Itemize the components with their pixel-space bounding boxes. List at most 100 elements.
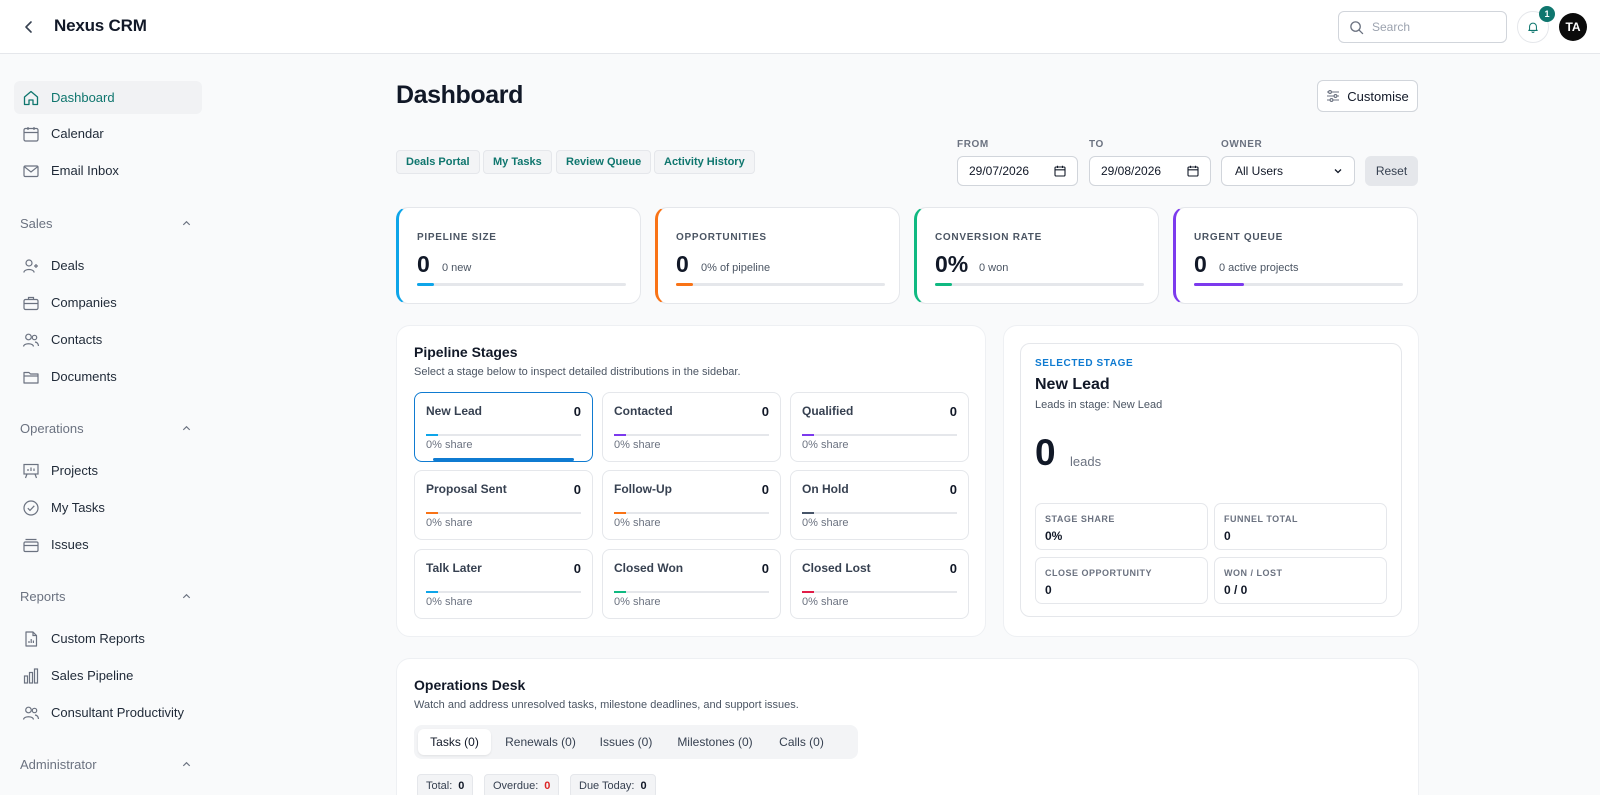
- sidebar-section-administrator[interactable]: Administrator: [20, 757, 192, 772]
- stage-count: 0: [761, 561, 769, 576]
- presentation-icon: [21, 461, 41, 481]
- kpi-progress-fill: [417, 283, 434, 286]
- reset-button[interactable]: Reset: [1365, 156, 1418, 186]
- stage-progress-track: [614, 591, 769, 593]
- stat-value: 0: [544, 780, 551, 792]
- from-date-input[interactable]: 29/07/2026: [957, 156, 1078, 186]
- sidebar-item-label: Custom Reports: [51, 631, 145, 646]
- kpi-subtext: 0% of pipeline: [701, 262, 771, 274]
- tab-tasks[interactable]: Tasks (0): [418, 729, 491, 755]
- stage-progress-track: [802, 591, 957, 593]
- sidebar-item-consultant-productivity[interactable]: Consultant Productivity: [14, 696, 202, 729]
- kpi-card-pipeline-size: PIPELINE SIZE 0 0 new: [396, 207, 641, 304]
- stage-progress-track: [802, 434, 957, 436]
- sidebar-section-reports[interactable]: Reports: [20, 589, 192, 604]
- stage-name: Follow-Up: [614, 482, 672, 496]
- page-title: Dashboard: [396, 81, 523, 109]
- sidebar-item-projects[interactable]: Projects: [14, 454, 202, 487]
- selected-stage-count: 0: [1035, 432, 1056, 473]
- sidebar-item-calendar[interactable]: Calendar: [14, 117, 202, 150]
- quick-link-review-queue[interactable]: Review Queue: [556, 150, 652, 174]
- metric-value: 0: [1224, 529, 1231, 543]
- sidebar-item-custom-reports[interactable]: Custom Reports: [14, 622, 202, 655]
- quick-link-deals-portal[interactable]: Deals Portal: [396, 150, 480, 174]
- stage-progress-fill: [802, 512, 814, 514]
- sidebar-item-label: Dashboard: [51, 90, 115, 105]
- stage-card-new-lead[interactable]: New Lead 0 0% share: [414, 392, 593, 462]
- customise-button[interactable]: Customise: [1317, 80, 1418, 112]
- metric-value: 0: [1045, 583, 1052, 597]
- chevron-up-icon: [181, 423, 192, 434]
- chevron-up-icon: [181, 218, 192, 229]
- kpi-progress-track: [935, 283, 1144, 286]
- selected-stage-eyebrow: SELECTED STAGE: [1035, 358, 1134, 369]
- avatar[interactable]: TA: [1559, 13, 1587, 41]
- tab-calls[interactable]: Calls (0): [779, 735, 824, 749]
- sidebar-item-companies[interactable]: Companies: [14, 286, 202, 319]
- chevron-up-icon: [181, 759, 192, 770]
- search-box[interactable]: [1338, 11, 1507, 43]
- stage-card-closed-lost[interactable]: Closed Lost 0 0% share: [790, 549, 969, 619]
- section-label: Sales: [20, 216, 53, 231]
- tab-renewals[interactable]: Renewals (0): [505, 735, 576, 749]
- sliders-icon: [1326, 89, 1340, 103]
- sidebar-item-my-tasks[interactable]: My Tasks: [14, 491, 202, 524]
- home-icon: [21, 88, 41, 108]
- to-date-input[interactable]: 29/08/2026: [1089, 156, 1211, 186]
- sidebar-item-contacts[interactable]: Contacts: [14, 323, 202, 356]
- sidebar-section-operations[interactable]: Operations: [20, 421, 192, 436]
- tab-milestones[interactable]: Milestones (0): [677, 735, 753, 749]
- quick-link-my-tasks[interactable]: My Tasks: [483, 150, 552, 174]
- stage-card-on-hold[interactable]: On Hold 0 0% share: [790, 470, 969, 540]
- stage-card-closed-won[interactable]: Closed Won 0 0% share: [602, 549, 781, 619]
- sidebar-item-sales-pipeline[interactable]: Sales Pipeline: [14, 659, 202, 692]
- stage-share: 0% share: [426, 517, 473, 529]
- stage-name: Contacted: [614, 404, 673, 418]
- stat-label: Due Today:: [579, 780, 635, 792]
- kpi-value: 0: [1194, 251, 1207, 277]
- sidebar-item-dashboard[interactable]: Dashboard: [14, 81, 202, 114]
- stat-overdue: Overdue: 0: [484, 774, 560, 795]
- stage-progress-fill: [614, 591, 626, 593]
- stage-progress-fill: [426, 434, 438, 436]
- search-icon: [1349, 20, 1364, 35]
- quick-link-activity-history[interactable]: Activity History: [654, 150, 755, 174]
- sidebar-item-documents[interactable]: Documents: [14, 360, 202, 393]
- sidebar-item-email-inbox[interactable]: Email Inbox: [14, 154, 202, 187]
- users-icon: [21, 330, 41, 350]
- stage-share: 0% share: [614, 596, 661, 608]
- owner-label: OWNER: [1221, 139, 1263, 150]
- kpi-card-opportunities: OPPORTUNITIES 0 0% of pipeline: [655, 207, 900, 304]
- kpi-label: CONVERSION RATE: [935, 232, 1042, 243]
- tab-issues[interactable]: Issues (0): [599, 735, 653, 749]
- stage-share: 0% share: [426, 596, 473, 608]
- calendar-icon: [21, 124, 41, 144]
- stage-selected-indicator: [433, 458, 574, 461]
- stage-card-qualified[interactable]: Qualified 0 0% share: [790, 392, 969, 462]
- search-input[interactable]: [1372, 20, 1492, 34]
- kpi-progress-fill: [1194, 283, 1245, 286]
- sidebar-item-deals[interactable]: Deals: [14, 249, 202, 282]
- sidebar-item-issues[interactable]: Issues: [14, 528, 202, 561]
- owner-select[interactable]: All Users: [1221, 156, 1355, 186]
- stage-card-talk-later[interactable]: Talk Later 0 0% share: [414, 549, 593, 619]
- selected-stage-description: Leads in stage: New Lead: [1035, 399, 1163, 411]
- users-icon: [21, 703, 41, 723]
- stage-share: 0% share: [802, 439, 849, 451]
- stage-share: 0% share: [426, 439, 473, 451]
- top-bar: Nexus CRM 1 TA: [0, 0, 1600, 54]
- stat-label: Total:: [426, 780, 453, 792]
- stage-count: 0: [573, 561, 581, 576]
- stat-due-today: Due Today: 0: [570, 774, 656, 795]
- back-icon[interactable]: [18, 16, 40, 38]
- stage-count: 0: [761, 404, 769, 419]
- sidebar-item-label: Deals: [51, 258, 85, 273]
- sidebar-item-label: Contacts: [51, 332, 103, 347]
- stage-name: Talk Later: [426, 561, 482, 575]
- stage-card-contacted[interactable]: Contacted 0 0% share: [602, 392, 781, 462]
- stage-card-proposal-sent[interactable]: Proposal Sent 0 0% share: [414, 470, 593, 540]
- stage-count: 0: [761, 482, 769, 497]
- stage-card-follow-up[interactable]: Follow-Up 0 0% share: [602, 470, 781, 540]
- bar-chart-icon: [21, 666, 41, 686]
- sidebar-section-sales[interactable]: Sales: [20, 216, 192, 231]
